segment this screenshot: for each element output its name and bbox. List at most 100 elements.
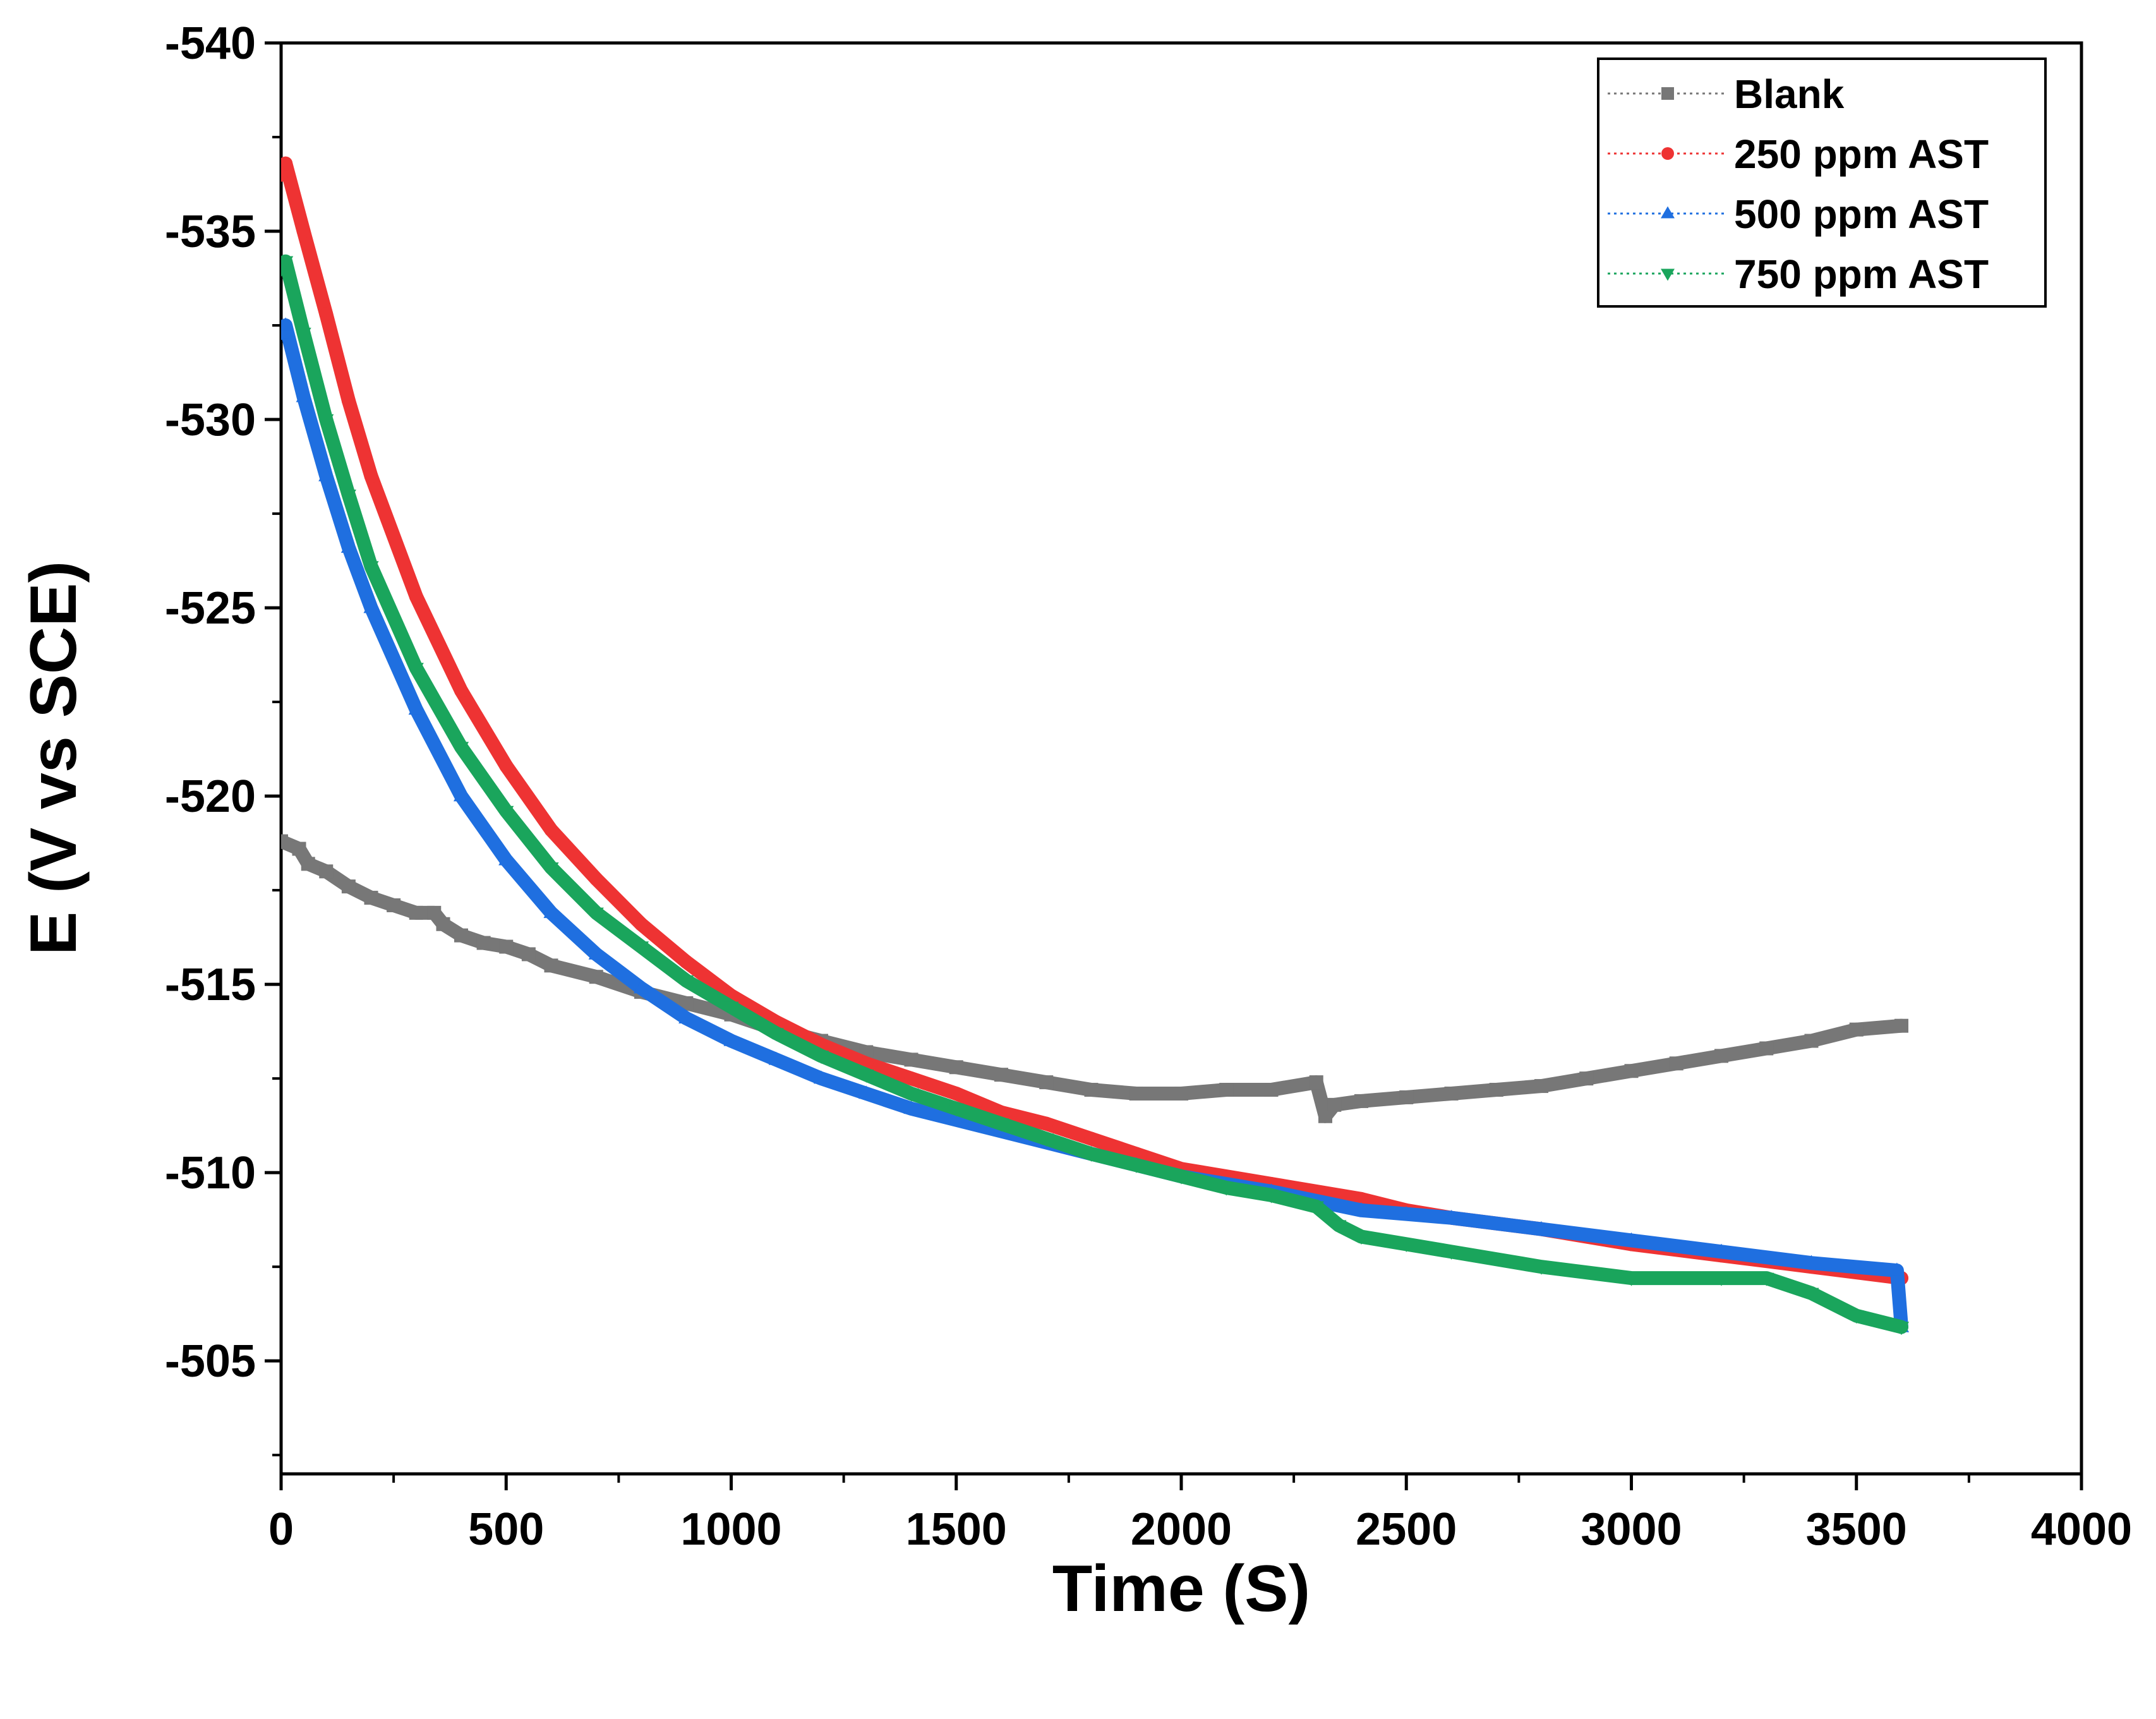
data-point <box>498 805 514 819</box>
data-point <box>454 684 468 698</box>
y-tick-label: -525 <box>165 583 256 634</box>
data-point <box>993 1118 1009 1132</box>
data-point <box>1849 1022 1864 1037</box>
data-point <box>427 905 442 920</box>
data-point <box>768 1051 784 1065</box>
data-point <box>1354 1191 1368 1206</box>
data-point <box>904 1071 918 1086</box>
data-point <box>1713 1243 1730 1257</box>
data-point <box>1219 1182 1234 1196</box>
data-point <box>903 1088 919 1102</box>
y-tick-label: -530 <box>165 395 256 445</box>
data-point <box>281 167 288 182</box>
data-point <box>949 1086 963 1101</box>
data-point <box>1894 1018 1908 1033</box>
data-point <box>436 917 450 931</box>
data-point <box>281 317 294 331</box>
data-point <box>858 1085 874 1099</box>
legend-item-500-ppm-ast: 500 ppm AST <box>1608 191 1989 237</box>
data-point <box>1219 1083 1234 1097</box>
data-point <box>341 879 356 894</box>
data-point <box>1893 1322 1910 1336</box>
data-point <box>1804 1288 1819 1301</box>
y-tick-label: -540 <box>165 18 256 69</box>
data-point <box>1533 1221 1550 1234</box>
legend-label: 250 ppm AST <box>1734 131 1989 177</box>
data-point <box>544 823 558 837</box>
data-point <box>319 864 334 879</box>
data-point <box>1084 1131 1099 1146</box>
y-tick-label: -515 <box>165 960 256 1010</box>
data-point <box>1714 1049 1728 1063</box>
data-point <box>281 834 288 848</box>
y-tick-label: -520 <box>165 771 256 822</box>
data-point <box>364 469 378 483</box>
data-point <box>1039 1133 1054 1147</box>
legend-label: 750 ppm AST <box>1734 251 1989 297</box>
legend-label: Blank <box>1734 71 1845 117</box>
x-tick-label: 3000 <box>1581 1504 1682 1555</box>
data-point <box>1759 1041 1774 1056</box>
data-point <box>1309 1075 1323 1090</box>
data-point <box>678 1010 694 1024</box>
data-point <box>543 862 559 876</box>
data-point <box>454 928 468 943</box>
x-tick-label: 2000 <box>1131 1504 1232 1555</box>
data-point <box>633 941 649 955</box>
data-point <box>679 996 694 1010</box>
data-point <box>340 540 356 553</box>
y-tick-label: -535 <box>165 207 256 257</box>
x-tick-label: 3500 <box>1806 1504 1907 1555</box>
legend-marker <box>1661 268 1675 281</box>
data-point <box>1579 1071 1594 1086</box>
data-point <box>1443 1210 1459 1223</box>
data-point <box>1848 1310 1864 1324</box>
data-point <box>858 1069 874 1083</box>
series-line-500-ppm-ast <box>281 318 1908 1334</box>
legend-marker <box>1661 87 1674 100</box>
series-blank <box>281 834 1908 1123</box>
data-point <box>1353 1202 1370 1216</box>
data-point <box>341 394 356 408</box>
x-tick-label: 0 <box>268 1504 294 1555</box>
data-point <box>409 905 423 920</box>
data-point <box>499 759 514 773</box>
data-point <box>903 1101 919 1114</box>
data-point <box>409 589 423 604</box>
data-point <box>633 980 649 994</box>
data-point <box>387 898 401 912</box>
data-point <box>1318 1109 1332 1123</box>
data-point <box>318 414 334 428</box>
legend-item-750-ppm-ast: 750 ppm AST <box>1608 251 1989 297</box>
data-point <box>499 939 514 954</box>
data-point <box>1264 1083 1279 1097</box>
data-point <box>301 857 315 871</box>
data-point <box>408 663 424 677</box>
data-point <box>292 841 306 856</box>
data-point <box>1039 1116 1054 1131</box>
data-point <box>1083 1149 1099 1162</box>
data-point <box>1039 1075 1054 1090</box>
data-point <box>948 1112 964 1125</box>
data-point <box>363 600 379 613</box>
data-point <box>521 947 536 962</box>
data-point <box>296 224 311 239</box>
data-point <box>281 156 293 171</box>
data-point <box>634 917 648 931</box>
data-point <box>904 1053 918 1067</box>
data-point <box>1399 1206 1414 1219</box>
data-point <box>544 958 558 973</box>
data-point <box>1331 1220 1347 1234</box>
data-point <box>1084 1083 1099 1097</box>
data-point <box>678 975 694 989</box>
data-point <box>994 1068 1008 1082</box>
series-layer <box>281 156 1910 1336</box>
data-point <box>1327 1097 1342 1112</box>
data-point <box>1804 1034 1819 1048</box>
series-750-ppm-ast <box>281 254 1910 1336</box>
data-point <box>589 970 603 984</box>
data-point <box>319 307 334 322</box>
data-point <box>949 1060 963 1075</box>
data-point <box>1128 1159 1144 1173</box>
data-point <box>1399 1090 1414 1104</box>
